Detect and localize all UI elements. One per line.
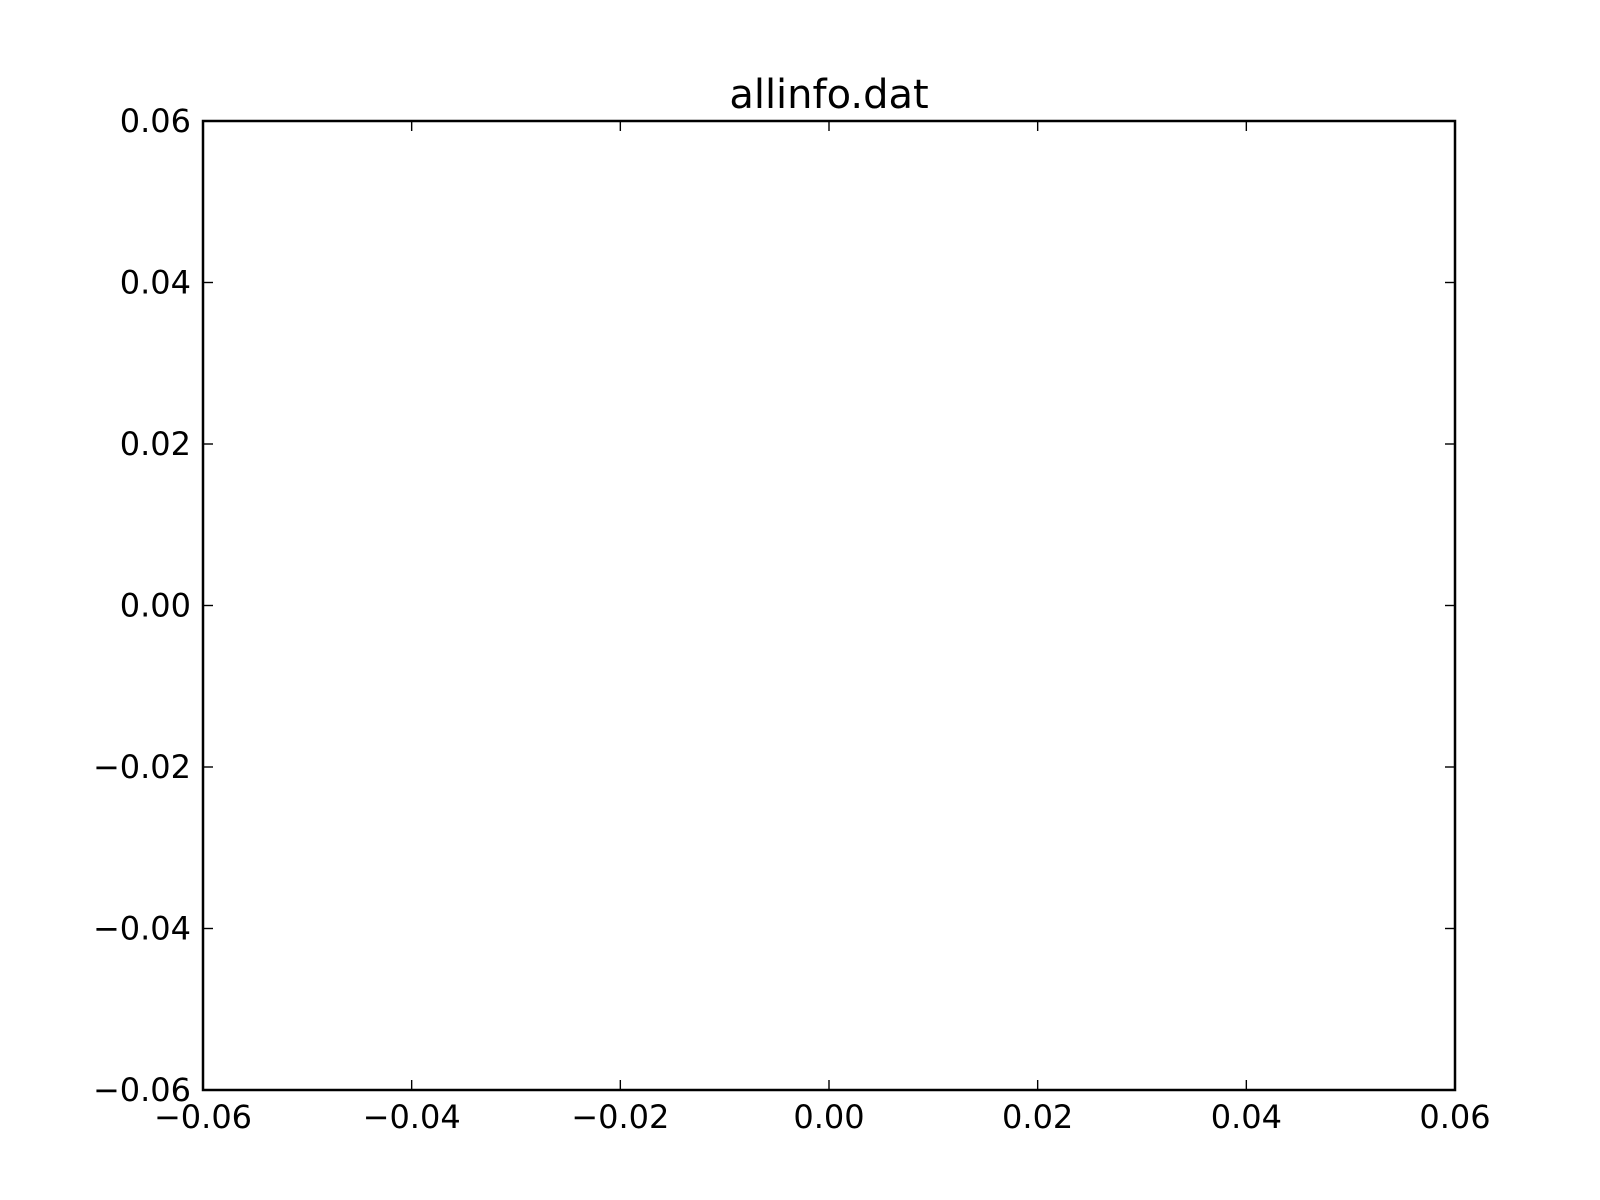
y-tick-label: 0.00 bbox=[120, 587, 191, 625]
y-tick-label: −0.02 bbox=[93, 748, 191, 786]
x-tick-label: −0.02 bbox=[571, 1098, 669, 1136]
x-tick-label: −0.06 bbox=[154, 1098, 252, 1136]
x-tick-label: −0.04 bbox=[363, 1098, 461, 1136]
y-axis: −0.06 −0.04 −0.02 0.00 0.02 0.04 0.06 bbox=[93, 102, 1455, 1109]
y-tick-label: 0.06 bbox=[120, 102, 191, 140]
plot-area bbox=[201, 119, 1457, 1092]
x-tick-label: 0.04 bbox=[1211, 1098, 1282, 1136]
y-tick-label: 0.02 bbox=[120, 425, 191, 463]
x-tick-label: 0.06 bbox=[1419, 1098, 1490, 1136]
y-tick-label: −0.06 bbox=[93, 1071, 191, 1109]
y-tick-label: 0.04 bbox=[120, 264, 191, 302]
x-tick-label: 0.00 bbox=[793, 1098, 864, 1136]
y-tick-label: −0.04 bbox=[93, 910, 191, 948]
x-tick-label: 0.02 bbox=[1002, 1098, 1073, 1136]
chart-title: allinfo.dat bbox=[729, 72, 928, 118]
x-axis: −0.06 −0.04 −0.02 0.00 0.02 0.04 0.06 bbox=[154, 121, 1491, 1136]
